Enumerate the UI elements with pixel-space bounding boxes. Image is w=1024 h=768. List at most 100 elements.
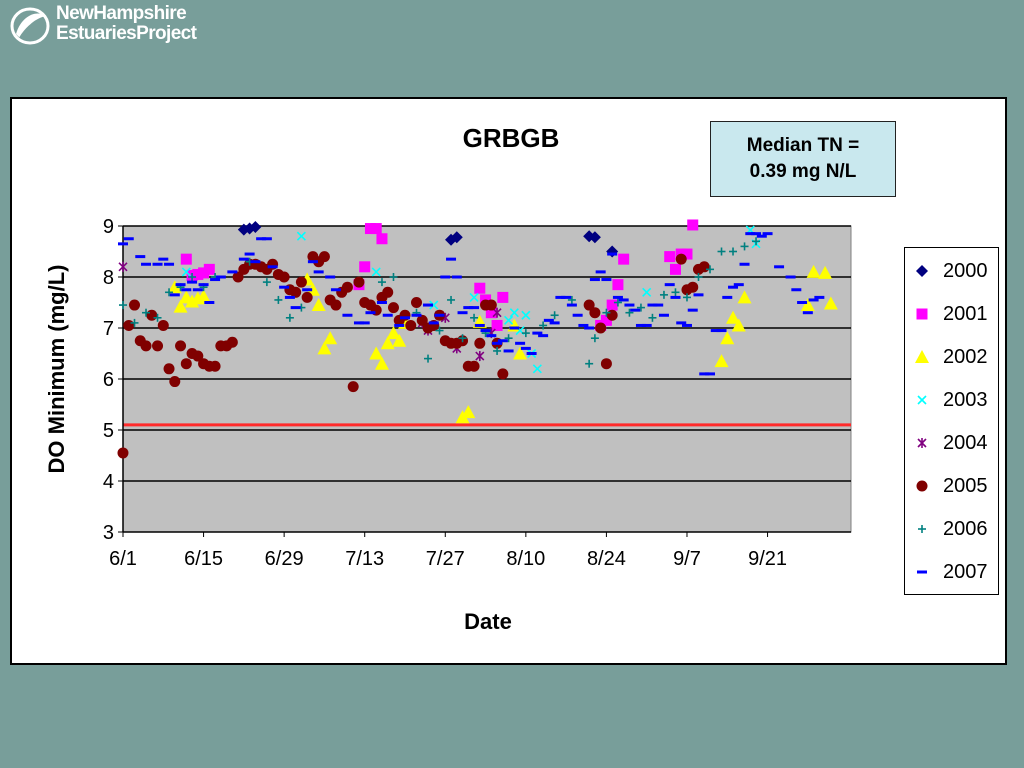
data-point-2007 <box>532 331 543 335</box>
x-tick-label: 9/7 <box>673 548 701 570</box>
data-point-2007 <box>728 285 739 289</box>
data-point-2007 <box>572 313 583 317</box>
data-point-2006 <box>752 237 761 246</box>
data-point-2007 <box>653 303 664 307</box>
legend-marker-2007 <box>917 570 927 574</box>
y-tick-label: 9 <box>103 216 114 238</box>
data-point-2007 <box>705 372 716 376</box>
data-point-2006 <box>706 265 715 274</box>
series-2005 <box>117 251 710 459</box>
data-point-2002 <box>720 331 735 345</box>
legend-label: 2004 <box>943 431 988 454</box>
data-point-2005 <box>169 376 181 388</box>
data-point-2006 <box>648 313 657 322</box>
data-point-2007 <box>261 237 272 241</box>
data-point-2007 <box>503 349 514 353</box>
data-point-2001 <box>664 251 676 263</box>
data-point-2007 <box>486 334 497 338</box>
data-point-2007 <box>394 323 405 327</box>
data-point-2007 <box>681 323 692 327</box>
data-point-2007 <box>164 262 175 266</box>
data-point-2002 <box>380 336 395 350</box>
data-point-2005 <box>416 314 428 326</box>
data-point-2005 <box>387 302 399 314</box>
data-point-2006 <box>613 298 622 307</box>
data-point-2002 <box>392 333 407 347</box>
legend-marker-dash-icon <box>917 570 927 574</box>
logo-text: NewHampshire EstuariesProject <box>56 4 197 44</box>
data-point-2006 <box>694 273 703 281</box>
data-point-2007 <box>181 288 192 292</box>
data-point-2005 <box>295 276 307 288</box>
data-point-2007 <box>555 295 566 299</box>
data-point-2007 <box>325 275 336 279</box>
series-2000 <box>237 221 619 258</box>
data-point-2007 <box>693 293 704 297</box>
data-point-2006 <box>521 329 530 338</box>
data-point-2005 <box>468 360 480 372</box>
data-point-2004 <box>492 307 502 318</box>
legend-marker-star-icon <box>917 438 927 448</box>
data-point-2007 <box>762 232 773 236</box>
series-2007 <box>118 232 825 376</box>
x-tick-label: 7/27 <box>426 548 465 570</box>
data-point-2007 <box>601 278 612 282</box>
legend-marker-triangle-icon <box>915 350 929 363</box>
data-point-2007 <box>733 283 744 287</box>
data-point-2007 <box>676 321 687 325</box>
data-point-2002 <box>731 318 746 332</box>
data-point-2006 <box>470 313 479 322</box>
data-point-2007 <box>376 301 387 304</box>
data-point-2006 <box>504 334 513 343</box>
data-point-2007 <box>463 306 474 310</box>
data-point-2007 <box>699 372 710 376</box>
data-point-2006 <box>142 308 151 317</box>
data-point-2007 <box>215 275 226 279</box>
data-point-2007 <box>227 270 238 274</box>
data-point-2006 <box>119 301 127 310</box>
legend-item-2001: 2001 <box>911 299 988 329</box>
data-point-2007 <box>538 334 549 338</box>
chart-panel: 3 4 5 6 7 8 9 6/1 6/15 6/29 7/13 7/27 8/10 8/24 9/7 9/2… <box>10 97 1007 665</box>
data-point-2002 <box>196 289 211 303</box>
data-point-2002 <box>374 356 389 370</box>
data-point-2006 <box>424 354 433 363</box>
data-point-2005 <box>583 299 595 311</box>
data-point-2007 <box>543 318 554 322</box>
data-point-2007 <box>745 232 756 236</box>
logo-line-2: EstuariesProject <box>56 23 197 44</box>
data-point-2006 <box>389 273 398 281</box>
data-point-2006 <box>602 308 611 317</box>
data-point-2003 <box>509 308 519 318</box>
data-point-2006 <box>285 313 294 322</box>
data-point-2001 <box>474 282 486 294</box>
data-point-2006 <box>625 308 634 317</box>
data-point-2003 <box>642 287 652 297</box>
data-point-2007 <box>457 311 468 315</box>
data-point-2007 <box>359 321 370 325</box>
data-point-2007 <box>641 323 652 327</box>
data-point-2001 <box>180 253 192 265</box>
data-point-2005 <box>347 381 359 393</box>
data-point-2005 <box>209 360 221 372</box>
data-point-2005 <box>192 350 204 362</box>
data-point-2004 <box>118 261 128 272</box>
data-point-2000 <box>249 221 262 234</box>
data-point-2005 <box>589 307 601 319</box>
data-point-2007 <box>566 303 577 307</box>
data-point-2007 <box>687 308 698 312</box>
data-point-2005 <box>687 281 699 293</box>
data-point-2007 <box>751 232 762 236</box>
data-point-2007 <box>256 237 267 241</box>
legend-item-2006: 2006 <box>911 514 988 544</box>
data-point-2007 <box>423 303 434 307</box>
data-point-2005 <box>318 251 330 263</box>
data-point-2007 <box>589 278 600 282</box>
data-point-2005 <box>157 319 169 331</box>
data-point-2007 <box>399 316 410 320</box>
data-point-2007 <box>434 313 445 317</box>
data-point-2006 <box>590 334 599 343</box>
data-point-2002 <box>737 290 752 304</box>
data-point-2007 <box>428 321 439 325</box>
data-point-2007 <box>520 346 531 350</box>
